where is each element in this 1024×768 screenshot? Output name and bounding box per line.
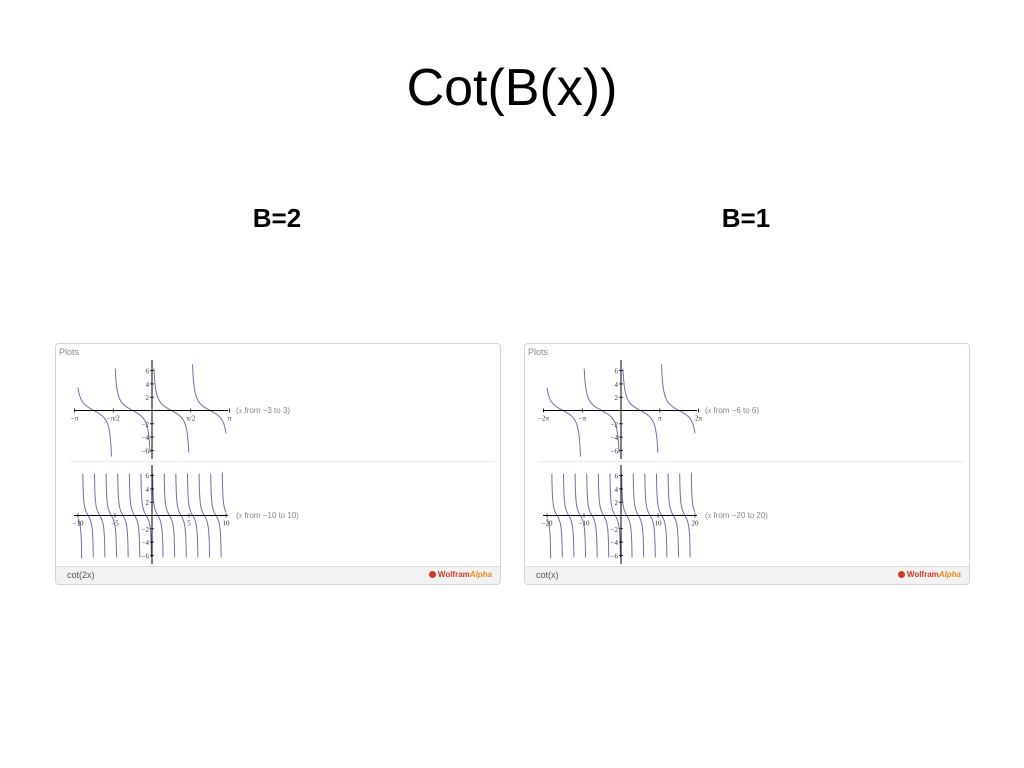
y-tick-label: −4: [611, 434, 619, 442]
x-tick-label: π: [228, 415, 232, 423]
cot-plot-2: 6 4 2 −2 −4 −6 −2π −π π 2π: [538, 360, 702, 459]
plot-area-bottom: 6 4 2 −2 −4 −6 −2π −π π 2π 6 4 2 −2 −4 −6 −20 −10 10 20: [538, 360, 702, 564]
panel-footer: cot(2x) WolframAlpha: [56, 566, 500, 584]
y-tick-label: −6: [142, 447, 150, 455]
y-tick-label: −4: [142, 539, 150, 547]
y-tick-label: 2: [146, 394, 150, 402]
y-tick-label: −6: [611, 552, 619, 560]
y-tick-label: 6: [146, 368, 150, 376]
wolfram-spikey-icon: [428, 571, 436, 578]
plot-separator: [70, 461, 494, 462]
wolfram-result-panel-right: Plots 6 4 2 −2 −4 −6 −2π −π π 2π 6 4 2 −2 −4 −6 −20 −10 10…: [524, 343, 970, 585]
column-label-right: B=1: [721, 203, 771, 233]
cot-plot-0: 6 4 2 −2 −4 −6 −π −π/2 π/2 π: [71, 360, 232, 459]
wolfram-brand[interactable]: WolframAlpha: [428, 570, 492, 579]
x-tick-label: −π: [71, 415, 79, 423]
wolfram-brand[interactable]: WolframAlpha: [897, 570, 961, 579]
cot-plot-3: 6 4 2 −2 −4 −6 −20 −10 10 20: [542, 465, 699, 564]
y-tick-label: −2: [142, 526, 150, 534]
y-tick-label: −2: [611, 421, 619, 429]
y-tick-label: 2: [146, 499, 150, 507]
query-text: cot(x): [536, 570, 559, 580]
x-tick-label: −2π: [538, 415, 549, 423]
wolfram-result-panel-left: Plots 6 4 2 −2 −4 −6 −π −π/2 π/2 π 6 4 2 −2 −4 −6 −10 −5 5…: [55, 343, 501, 585]
column-label-left: B=2: [252, 203, 302, 233]
y-tick-label: 2: [615, 499, 619, 507]
y-tick-label: 2: [615, 394, 619, 402]
y-tick-label: 6: [615, 473, 619, 481]
x-tick-label: 5: [187, 520, 191, 528]
range-label-bottom: (x from −20 to 20): [705, 511, 768, 520]
curve-branch: [546, 518, 552, 559]
panel-header: Plots: [59, 347, 80, 357]
curve-branch: [690, 472, 696, 513]
x-tick-label: −10: [579, 520, 590, 528]
x-tick-label: 20: [692, 520, 700, 528]
x-tick-label: 2π: [695, 415, 703, 423]
curve-branch: [77, 518, 83, 559]
x-tick-label: π: [658, 415, 662, 423]
panel-header: Plots: [528, 347, 549, 357]
x-tick-label: −π: [579, 415, 587, 423]
curve-branch: [192, 364, 227, 434]
y-tick-label: 4: [146, 486, 150, 494]
x-tick-label: −10: [73, 520, 84, 528]
panel-footer: cot(x) WolframAlpha: [525, 566, 969, 584]
x-tick-label: −π/2: [107, 415, 120, 423]
y-tick-label: −2: [611, 526, 619, 534]
plot-separator: [539, 461, 963, 462]
y-tick-label: 6: [615, 368, 619, 376]
wolfram-spikey-icon: [897, 571, 905, 578]
query-text: cot(2x): [67, 570, 95, 580]
range-label-bottom: (x from −10 to 10): [236, 511, 299, 520]
curve-branch: [546, 387, 581, 457]
y-tick-label: −4: [142, 434, 150, 442]
plot-area-top: 6 4 2 −2 −4 −6 −π −π/2 π/2 π 6 4 2 −2 −4 −6 −10 −5 5 10: [71, 360, 232, 564]
x-tick-label: −20: [542, 520, 553, 528]
x-tick-label: π/2: [186, 415, 195, 423]
y-tick-label: −2: [142, 421, 150, 429]
x-tick-label: 10: [223, 520, 231, 528]
cot-plot-1: 6 4 2 −2 −4 −6 −10 −5 5 10: [73, 465, 230, 564]
x-tick-label: 10: [655, 520, 663, 528]
curve-branch: [221, 472, 227, 513]
y-tick-label: 6: [146, 473, 150, 481]
y-tick-label: −6: [611, 447, 619, 455]
y-tick-label: −6: [142, 552, 150, 560]
x-tick-label: −5: [111, 520, 119, 528]
y-tick-label: 4: [146, 381, 150, 389]
y-tick-label: −4: [611, 539, 619, 547]
range-label-top: (x from −3 to 3): [236, 406, 291, 415]
curve-branch: [661, 364, 696, 434]
y-tick-label: 4: [615, 486, 619, 494]
range-label-top: (x from −6 to 6): [705, 406, 760, 415]
slide-title: Cot(B(x)): [406, 59, 618, 117]
y-tick-label: 4: [615, 381, 619, 389]
